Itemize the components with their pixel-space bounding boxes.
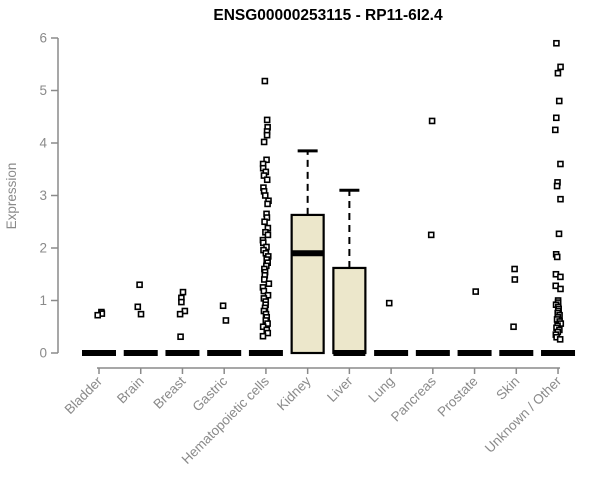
x-tick-label: Gastric [189, 373, 230, 414]
data-point [137, 310, 145, 318]
data-point [264, 200, 271, 208]
data-point [177, 333, 184, 341]
data-point [264, 231, 272, 239]
box [332, 266, 367, 355]
data-point [385, 299, 393, 307]
data-point [552, 114, 560, 122]
data-point [263, 131, 271, 139]
data-point [557, 160, 564, 168]
data-point [557, 273, 564, 281]
y-tick-label: 5 [39, 83, 47, 98]
y-axis-title: Expression [4, 163, 19, 230]
median-line [499, 350, 534, 356]
median-line [333, 350, 366, 356]
x-tick-label: Bladder [62, 373, 106, 417]
median-line [541, 350, 576, 356]
y-tick-label: 0 [39, 346, 47, 361]
data-point [472, 288, 480, 295]
data-point [556, 336, 564, 343]
x-tick-label: Unknown / Other [482, 373, 565, 456]
median-line [82, 350, 116, 356]
median-line [415, 350, 450, 356]
data-point [511, 276, 519, 283]
data-point [265, 280, 273, 288]
data-point [510, 323, 517, 331]
x-tick-label: Pancreas [388, 373, 439, 424]
data-point [511, 265, 518, 273]
median-line [457, 350, 492, 356]
data-point [555, 230, 563, 238]
data-point [259, 332, 267, 340]
data-point [179, 288, 187, 296]
chart-title: ENSG00000253115 - RP11-6I2.4 [213, 7, 443, 24]
y-tick-label: 2 [39, 241, 47, 256]
box [290, 213, 325, 355]
data-point [176, 310, 184, 318]
data-point [222, 317, 230, 324]
x-tick-label: Lung [365, 374, 397, 406]
plot-area [82, 39, 576, 356]
data-point [136, 281, 143, 289]
median-line [123, 350, 158, 356]
data-point [263, 116, 271, 124]
data-point [557, 285, 564, 293]
data-point [260, 287, 268, 295]
data-point [557, 195, 564, 203]
x-tick-label: Breast [150, 373, 188, 411]
data-point [553, 39, 560, 47]
data-point [428, 117, 436, 125]
data-point [134, 303, 142, 311]
y-tick-label: 6 [39, 31, 47, 46]
y-tick-label: 4 [39, 136, 47, 151]
x-tick-label: Liver [324, 373, 356, 405]
data-point [555, 97, 563, 105]
data-point [263, 176, 271, 184]
data-point [260, 138, 268, 146]
data-point [553, 182, 561, 190]
data-point [553, 253, 561, 261]
data-point [427, 231, 435, 239]
data-point [261, 192, 269, 199]
data-point [557, 63, 564, 71]
y-axis: 0 1 2 3 4 5 6 [39, 31, 59, 361]
data-point [219, 302, 227, 310]
median-line [374, 350, 409, 356]
data-point [261, 218, 268, 226]
y-tick-label: 1 [39, 293, 47, 308]
median-line [207, 350, 242, 356]
data-point [551, 126, 559, 134]
data-point [263, 156, 270, 164]
data-point [178, 298, 185, 306]
data-point [94, 311, 102, 319]
median-line [291, 250, 324, 257]
x-tick-label: Brain [114, 374, 147, 407]
data-point [260, 276, 268, 283]
x-tick-label: Kidney [274, 373, 314, 413]
median-line [248, 350, 283, 356]
x-tick-label: Skin [493, 374, 522, 403]
data-point [261, 77, 269, 85]
x-tick-label: Prostate [435, 374, 481, 420]
y-tick-label: 3 [39, 188, 47, 203]
median-line [165, 350, 200, 356]
data-point [554, 69, 562, 77]
